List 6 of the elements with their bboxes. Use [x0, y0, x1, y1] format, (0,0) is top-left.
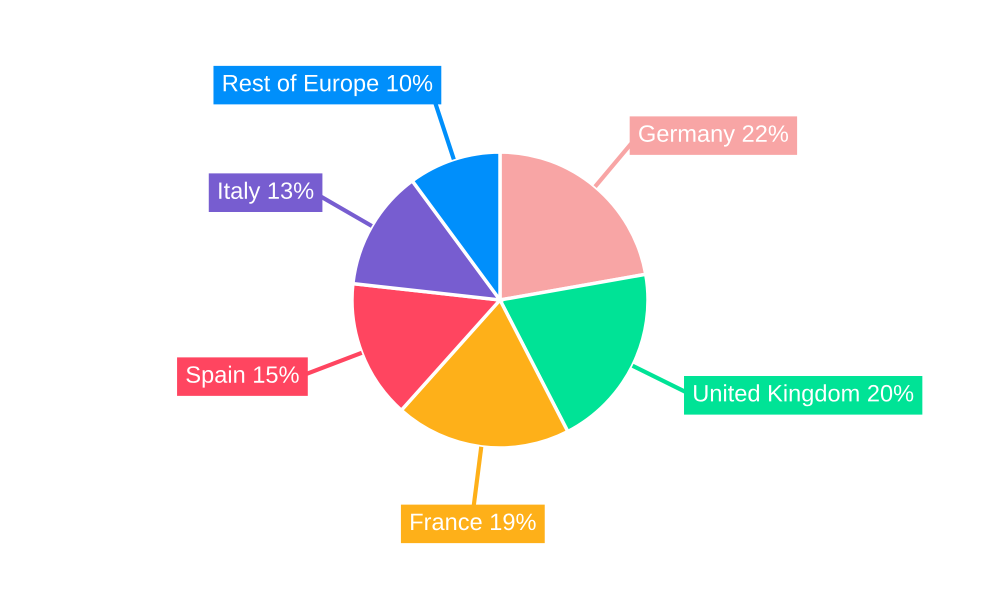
- slice-label: Rest of Europe 10%: [224, 74, 432, 96]
- slice-label: United Kingdom 20%: [694, 384, 914, 406]
- slice-label: France 19%: [411, 513, 536, 530]
- slice-label: Italy 13%: [219, 182, 314, 204]
- slice-label: Germany 22%: [639, 125, 788, 147]
- slice-label: Spain 15%: [186, 366, 299, 388]
